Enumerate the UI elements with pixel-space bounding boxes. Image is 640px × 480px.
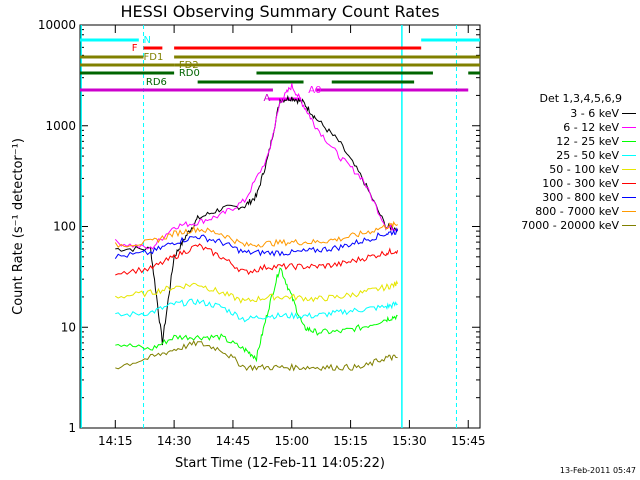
x-tick-label: 14:30 — [157, 434, 192, 448]
legend-item-swatch — [622, 154, 636, 156]
y-tick-label: 1 — [68, 421, 76, 435]
series-line-6-12-kev — [114, 83, 398, 250]
flag-label-n: N — [144, 35, 151, 46]
legend-item-swatch — [622, 182, 636, 184]
legend-title: Det 1,3,4,5,6,9 — [539, 92, 622, 105]
x-tick-label: 15:00 — [274, 434, 309, 448]
legend-item: 100 - 300 keV — [484, 176, 636, 190]
legend-item: 50 - 100 keV — [484, 162, 636, 176]
legend-item-swatch — [622, 196, 636, 198]
footer-timestamp: 13-Feb-2011 05:47 — [559, 466, 636, 475]
legend-item: 6 - 12 keV — [484, 120, 636, 134]
x-tick-label: 15:30 — [392, 434, 427, 448]
y-tick-label: 100 — [53, 220, 76, 234]
series-line-3-6-kev — [115, 94, 399, 346]
legend-item-label: 100 - 300 keV — [542, 176, 619, 190]
legend-item-label: 300 - 800 keV — [542, 190, 619, 204]
flag-label-f: F — [132, 43, 138, 54]
x-tick-label: 14:45 — [216, 434, 251, 448]
legend-item-label: 800 - 7000 keV — [535, 204, 619, 218]
x-tick-label: 15:15 — [333, 434, 368, 448]
y-axis-label: Count Rate (s⁻¹ detector⁻¹) — [11, 138, 26, 315]
series-line-12-25-kev — [115, 267, 398, 363]
flag-label-rd6: RD6 — [146, 77, 167, 88]
legend-item-label: 25 - 50 keV — [556, 148, 619, 162]
legend-item-label: 7000 - 20000 keV — [521, 218, 619, 232]
series-line-100-300-kev — [115, 243, 399, 276]
y-tick-label: 10000 — [38, 18, 76, 32]
legend-item-label: 12 - 25 keV — [556, 134, 619, 148]
flag-label-fd2: FD2 — [179, 60, 199, 71]
legend-item-swatch — [622, 168, 636, 170]
flag-label-a: A — [264, 93, 271, 104]
series-line-7000-20000-kev — [115, 339, 398, 372]
y-tick-label: 10 — [61, 320, 76, 334]
legend-item-label: 50 - 100 keV — [549, 162, 619, 176]
legend-item-swatch — [622, 224, 636, 226]
x-tick-label: 14:15 — [98, 434, 133, 448]
y-tick-label: 1000 — [45, 119, 76, 133]
legend-item: 25 - 50 keV — [484, 148, 636, 162]
series-line-25-50-kev — [115, 298, 398, 323]
flag-label-a0: A0 — [308, 85, 321, 96]
legend-item: 3 - 6 keV — [484, 106, 636, 120]
legend-item-label: 3 - 6 keV — [570, 106, 619, 120]
legend-item-swatch — [622, 140, 636, 142]
legend-item: 300 - 800 keV — [484, 190, 636, 204]
legend-item-swatch — [622, 112, 636, 114]
flag-label-rd0: RD0 — [179, 68, 200, 79]
series-line-50-100-kev — [115, 279, 399, 304]
series-line-300-800-kev — [114, 227, 399, 259]
legend-item: 800 - 7000 keV — [484, 204, 636, 218]
legend-item-label: 6 - 12 keV — [563, 120, 619, 134]
x-axis-label: Start Time (12-Feb-11 14:05:22) — [175, 456, 385, 471]
chart-title: HESSI Observing Summary Count Rates — [120, 2, 440, 21]
series-line-800-7000-kev — [114, 220, 398, 248]
legend-item-swatch — [622, 126, 636, 128]
legend-item: 7000 - 20000 keV — [484, 218, 636, 232]
x-tick-label: 15:45 — [451, 434, 486, 448]
flag-label-fd1: FD1 — [144, 52, 164, 63]
legend-item-swatch — [622, 210, 636, 212]
legend-item: 12 - 25 keV — [484, 134, 636, 148]
legend: Det 1,3,4,5,6,9 3 - 6 keV 6 - 12 keV 12 - … — [484, 92, 636, 232]
